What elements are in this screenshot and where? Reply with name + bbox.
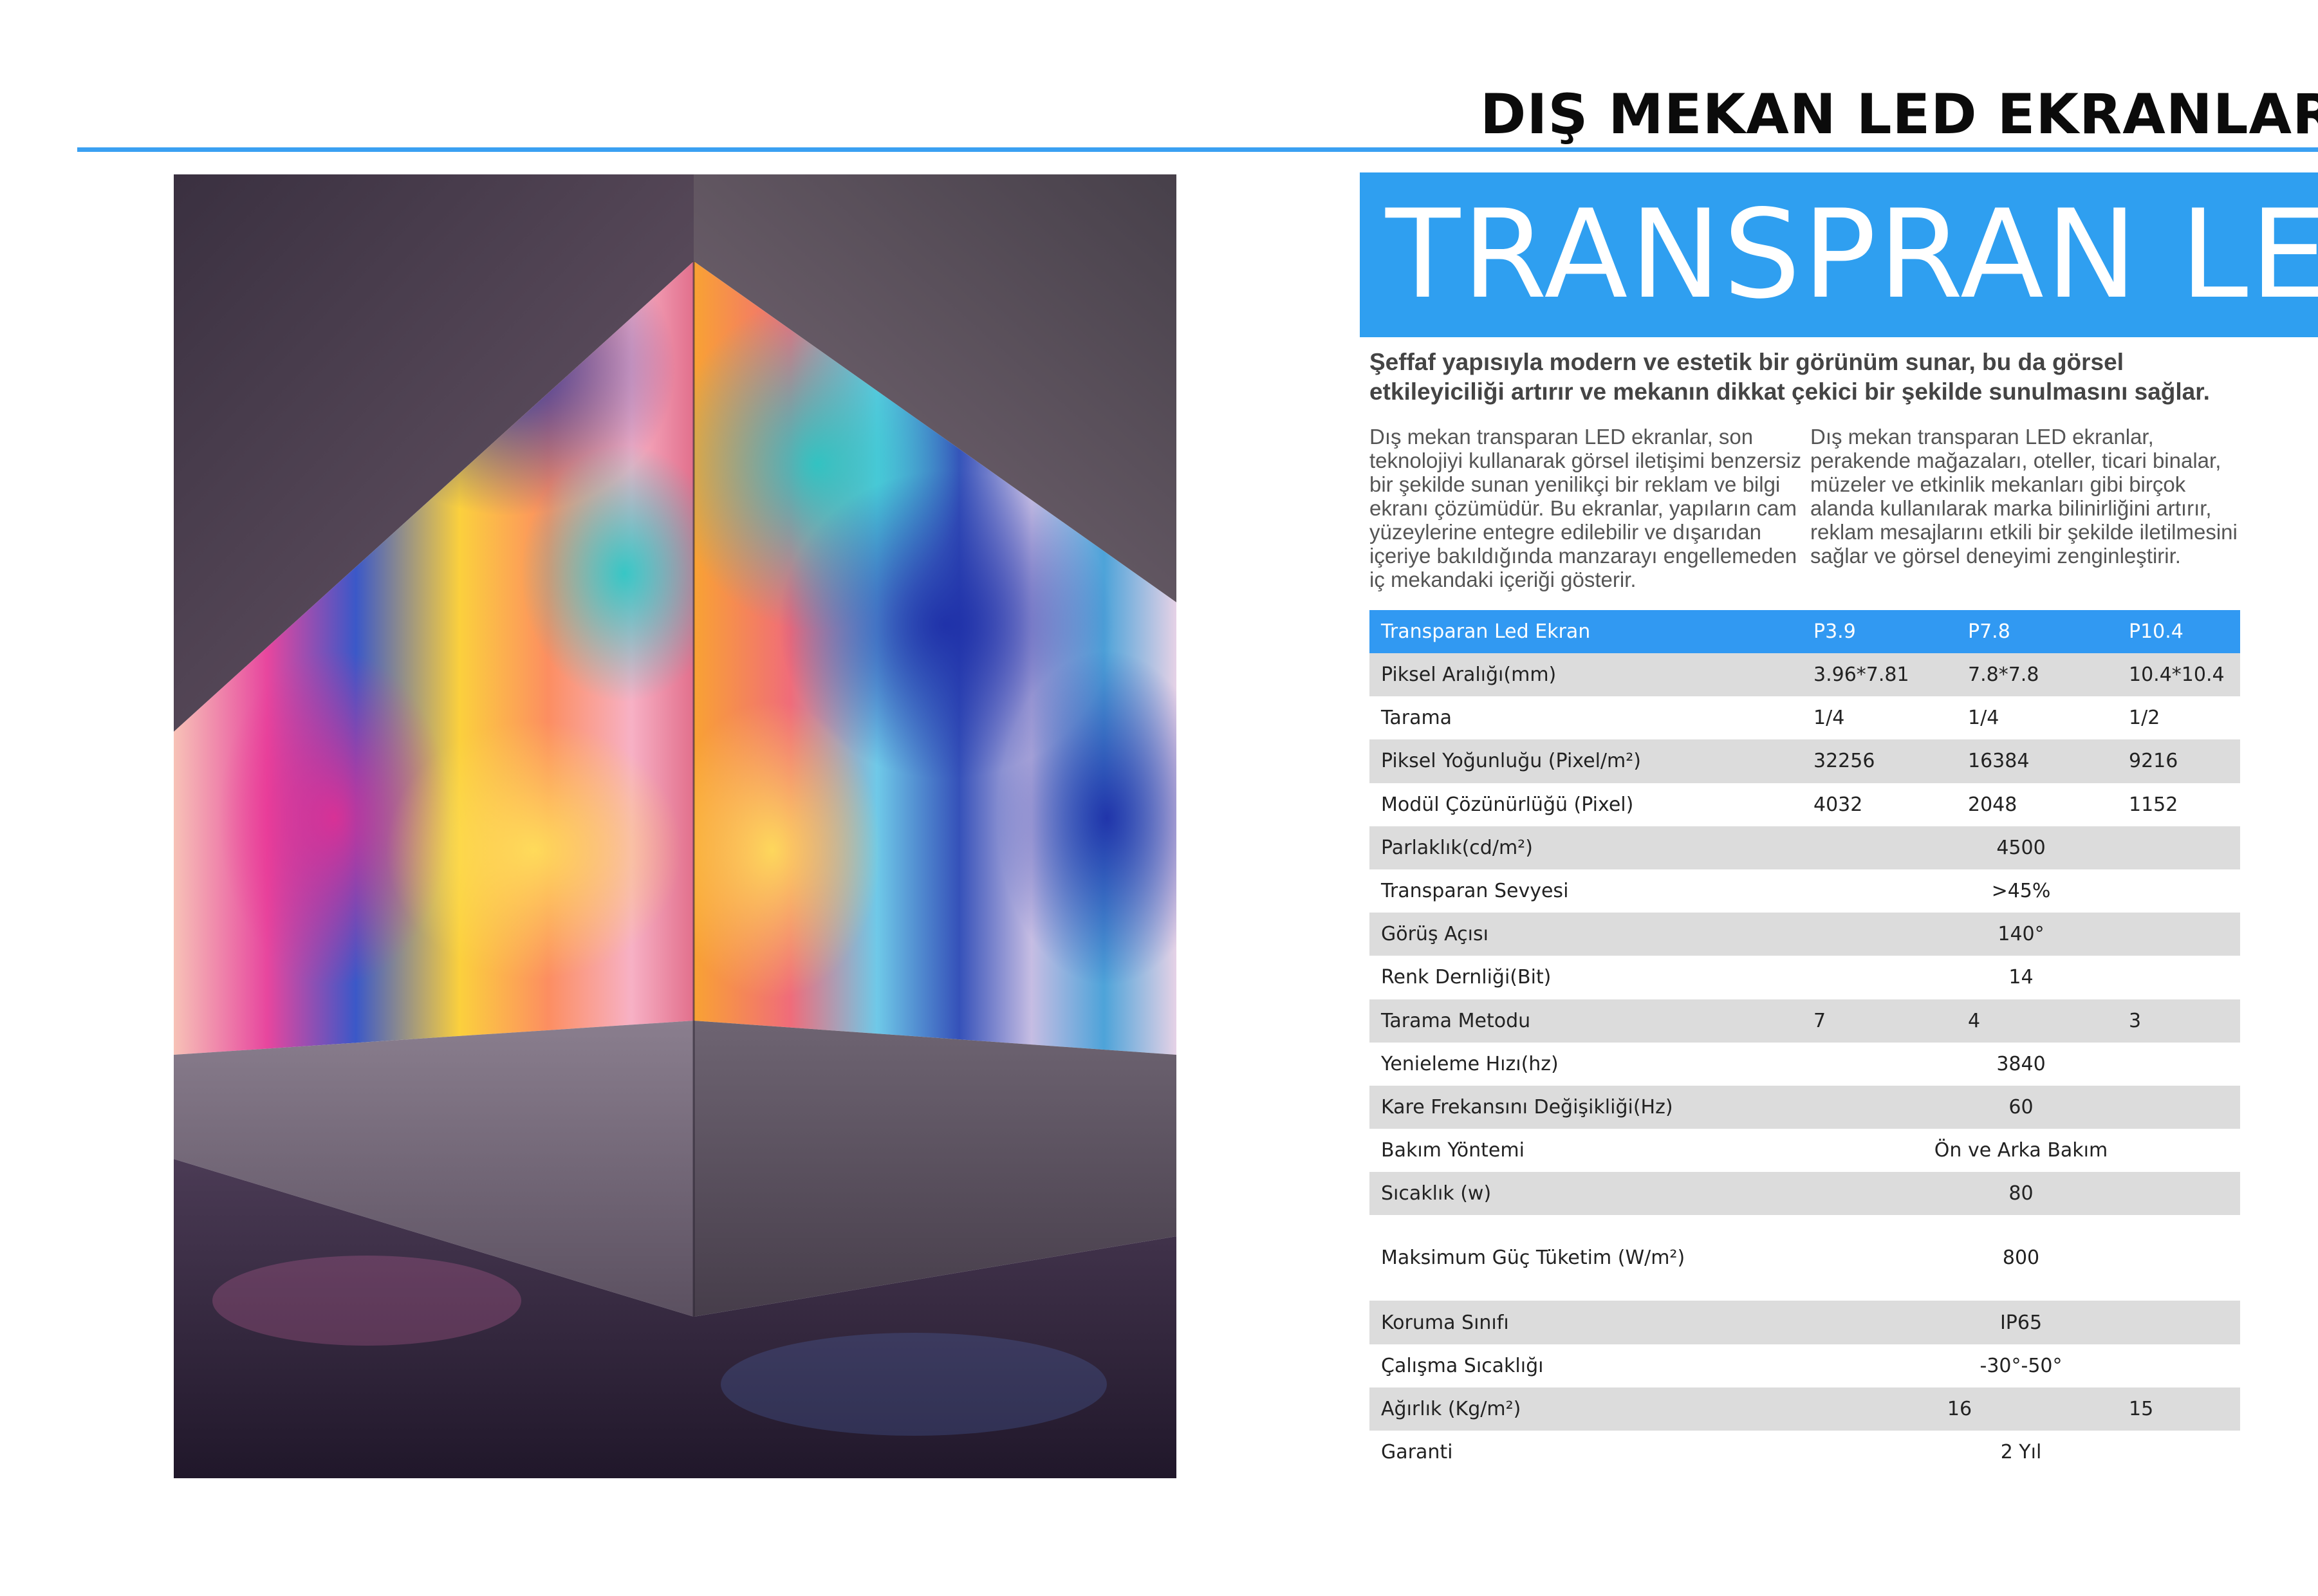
spec-value: -30°-50° xyxy=(1980,1354,2063,1377)
spec-value: 80 xyxy=(1802,1172,2240,1216)
spec-row: Çalışma Sıcaklığı -30°-50° xyxy=(1369,1344,2240,1387)
spec-value: 14 xyxy=(2008,966,2034,989)
spec-label: Yenieleme Hızı(hz) xyxy=(1381,1052,1559,1075)
spec-label: Görüş Açısı xyxy=(1369,913,1802,956)
spec-value: 1/2 xyxy=(2129,707,2160,730)
spec-value: 9216 xyxy=(2117,739,2240,783)
spec-value: 2 Yıl xyxy=(2000,1441,2042,1464)
spec-label: Tarama Metodu xyxy=(1369,999,1802,1043)
spec-row: Transparan Sevyesi >45% xyxy=(1369,869,2240,913)
spec-value: 1/4 xyxy=(1968,707,1999,730)
spec-value: >45% xyxy=(1991,880,2051,903)
spec-label: Piksel Yoğunluğu (Pixel/m²) xyxy=(1369,739,1802,783)
spec-label: Renk Dernliği(Bit) xyxy=(1381,966,1552,989)
spec-label: Maksimum Güç Tüketim (W/m²) xyxy=(1381,1246,1685,1269)
spec-row: Sıcaklık (w) 80 xyxy=(1369,1172,2240,1216)
spec-label: Modül Çözünürlüğü (Pixel) xyxy=(1381,793,1634,816)
spec-value: 4 xyxy=(1956,999,2117,1043)
spec-row: Maksimum Güç Tüketim (W/m²) 800 xyxy=(1369,1215,2240,1301)
spec-row: Kare Frekansını Değişikliği(Hz) 60 xyxy=(1369,1085,2240,1129)
product-photo xyxy=(174,174,1176,1478)
spec-label: Transparan Sevyesi xyxy=(1381,880,1569,903)
spec-header-cell: P10.4 xyxy=(2117,610,2240,653)
spec-row: Parlaklık(cd/m²) 4500 xyxy=(1369,826,2240,869)
spec-label: Ağırlık (Kg/m²) xyxy=(1369,1387,1802,1431)
spec-value: 16384 xyxy=(1956,739,2117,783)
spec-value: 15 xyxy=(2117,1387,2240,1431)
header-divider xyxy=(77,147,2318,152)
product-lead-text: Şeffaf yapısıyla modern ve estetik bir g… xyxy=(1369,349,2210,405)
spec-header-cell: P7.8 xyxy=(1956,610,2117,653)
spec-value: 3 xyxy=(2117,999,2240,1043)
spec-value: Ön ve Arka Bakım xyxy=(1934,1139,2108,1162)
spec-row: Modül Çözünürlüğü (Pixel) 4032 2048 1152 xyxy=(1369,783,2240,826)
spec-row: Yenieleme Hızı(hz) 3840 xyxy=(1369,1043,2240,1086)
spec-label: Garanti xyxy=(1381,1441,1453,1464)
spec-header-cell: P3.9 xyxy=(1802,610,1956,653)
spec-value: 4032 xyxy=(1813,793,1863,816)
spec-row: Piksel Yoğunluğu (Pixel/m²) 32256 16384 921… xyxy=(1369,739,2240,783)
spec-row: Renk Dernliği(Bit) 14 xyxy=(1369,956,2240,999)
spec-value: 60 xyxy=(1802,1085,2240,1129)
spec-label: Piksel Aralığı(mm) xyxy=(1369,653,1802,697)
spec-table-header: Transparan Led Ekran P3.9 P7.8 P10.4 xyxy=(1369,610,2240,653)
spec-value: 7 xyxy=(1802,999,1956,1043)
spec-label: Sıcaklık (w) xyxy=(1369,1172,1802,1216)
spec-label: Tarama xyxy=(1381,707,1452,730)
spec-value: 3840 xyxy=(1996,1052,2046,1075)
spec-row: Bakım Yöntemi Ön ve Arka Bakım xyxy=(1369,1129,2240,1172)
page-category-title: DIŞ MEKAN LED EKRANLAR xyxy=(1480,82,2318,147)
spec-row: Tarama Metodu 7 4 3 xyxy=(1369,999,2240,1043)
description-left: Dış mekan transparan LED ekranlar, son t… xyxy=(1369,425,1802,591)
spec-label: Parlaklık(cd/m²) xyxy=(1369,826,1802,869)
spec-header-cell: Transparan Led Ekran xyxy=(1369,610,1802,653)
spec-value: 10.4*10.4 xyxy=(2117,653,2240,697)
spec-row: Koruma Sınıfı IP65 xyxy=(1369,1301,2240,1344)
spec-row: Piksel Aralığı(mm) 3.96*7.81 7.8*7.8 10.4*1… xyxy=(1369,653,2240,697)
spec-value: 1/4 xyxy=(1813,707,1845,730)
spec-value: 3.96*7.81 xyxy=(1802,653,1956,697)
spec-label: Koruma Sınıfı xyxy=(1369,1301,1802,1344)
spec-label: Çalışma Sıcaklığı xyxy=(1381,1354,1544,1377)
spec-value: IP65 xyxy=(1802,1301,2240,1344)
spec-value: 140° xyxy=(1802,913,2240,956)
spec-value: 4500 xyxy=(1802,826,2240,869)
spec-table: Transparan Led Ekran P3.9 P7.8 P10.4 Piksel … xyxy=(1369,610,2240,1474)
spec-row: Ağırlık (Kg/m²) 16 15 xyxy=(1369,1387,2240,1431)
spec-row: Görüş Açısı 140° xyxy=(1369,913,2240,956)
spec-value: 16 xyxy=(1802,1387,2117,1431)
spec-value: 800 xyxy=(2002,1247,2040,1270)
spec-label: Bakım Yöntemi xyxy=(1381,1139,1525,1162)
spec-value: 1152 xyxy=(2129,793,2178,816)
spec-value: 2048 xyxy=(1968,793,2017,816)
spec-row: Tarama 1/4 1/4 1/2 xyxy=(1369,696,2240,739)
spec-value: 32256 xyxy=(1802,739,1956,783)
spec-value: 7.8*7.8 xyxy=(1956,653,2117,697)
description-right: Dış mekan transparan LED ekranlar, perak… xyxy=(1810,425,2238,568)
spec-label: Kare Frekansını Değişikliği(Hz) xyxy=(1369,1085,1802,1129)
product-title: TRANSPRAN LED xyxy=(1386,183,2318,326)
spec-row: Garanti 2 Yıl xyxy=(1369,1431,2240,1474)
product-title-banner: TRANSPRAN LED xyxy=(1360,172,2318,337)
